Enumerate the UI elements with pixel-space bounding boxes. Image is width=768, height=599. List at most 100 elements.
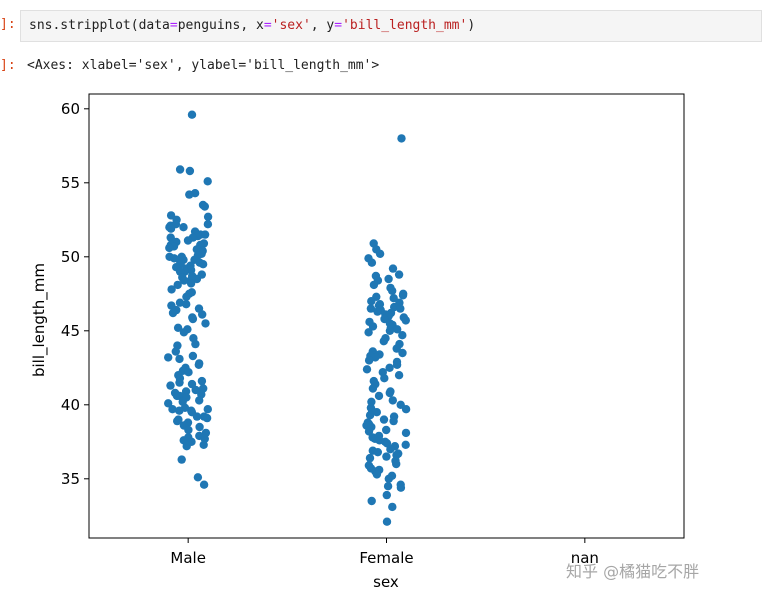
data-point bbox=[388, 286, 397, 295]
code-x-string: 'sex' bbox=[271, 18, 311, 33]
data-point bbox=[368, 384, 378, 393]
data-point bbox=[365, 453, 375, 463]
data-point bbox=[165, 243, 174, 253]
data-point bbox=[181, 387, 191, 396]
data-point bbox=[388, 502, 397, 512]
data-point bbox=[168, 308, 178, 318]
data-point bbox=[392, 360, 402, 369]
y-tick-label: 35 bbox=[61, 470, 80, 488]
code-sep: , y bbox=[310, 18, 335, 33]
code-eq-data: = bbox=[169, 18, 178, 33]
code-eq-x: = bbox=[263, 18, 272, 33]
data-point bbox=[367, 297, 376, 306]
data-point bbox=[166, 381, 175, 390]
code-line: sns.stripplot(data=penguins, x='sex', y=… bbox=[29, 18, 475, 33]
data-point bbox=[396, 304, 405, 313]
code-data-var: penguins, x bbox=[177, 18, 264, 33]
data-point bbox=[374, 391, 384, 401]
data-point bbox=[379, 337, 388, 346]
data-point bbox=[384, 274, 393, 284]
data-point bbox=[179, 328, 189, 337]
y-tick-label: 50 bbox=[61, 248, 80, 266]
data-point bbox=[184, 425, 193, 435]
data-point bbox=[385, 326, 395, 335]
y-tick-label: 40 bbox=[61, 396, 80, 414]
data-point bbox=[366, 304, 376, 313]
data-point bbox=[401, 440, 410, 449]
data-point bbox=[367, 258, 377, 267]
data-point bbox=[192, 412, 202, 421]
data-point bbox=[202, 413, 212, 423]
data-point bbox=[198, 310, 207, 319]
code-cell[interactable]: sns.stripplot(data=penguins, x='sex', y=… bbox=[20, 10, 762, 42]
data-point bbox=[173, 323, 183, 332]
data-point bbox=[394, 270, 404, 279]
data-point bbox=[182, 442, 191, 451]
data-point bbox=[373, 307, 382, 316]
data-point bbox=[164, 353, 173, 362]
data-point bbox=[362, 365, 372, 374]
watermark-text: 知乎 @橘猫吃不胖 bbox=[566, 562, 700, 581]
data-point bbox=[195, 396, 204, 405]
data-point bbox=[384, 474, 393, 483]
data-point bbox=[382, 490, 391, 500]
data-point bbox=[385, 363, 394, 372]
code-y-string: 'bill_length_mm' bbox=[342, 18, 468, 33]
data-point bbox=[203, 220, 213, 229]
data-point bbox=[386, 445, 395, 454]
data-point bbox=[392, 459, 401, 469]
data-point bbox=[397, 134, 406, 143]
data-point bbox=[388, 396, 397, 405]
data-point bbox=[167, 285, 176, 294]
data-point bbox=[392, 344, 401, 353]
data-point bbox=[194, 360, 203, 369]
data-point bbox=[365, 411, 375, 420]
data-point bbox=[388, 264, 398, 273]
data-point bbox=[368, 322, 378, 331]
data-point bbox=[385, 388, 394, 398]
data-point bbox=[175, 406, 184, 415]
data-point bbox=[382, 425, 391, 435]
x-tick-label: Female bbox=[359, 549, 413, 567]
data-point bbox=[394, 371, 404, 380]
data-point bbox=[369, 280, 379, 290]
data-point bbox=[179, 223, 188, 232]
data-point bbox=[393, 325, 402, 334]
data-point bbox=[191, 339, 200, 349]
data-point bbox=[188, 314, 198, 324]
data-point bbox=[185, 190, 194, 199]
data-point bbox=[198, 260, 208, 269]
x-ticks: Male Female nan bbox=[170, 538, 599, 567]
data-point bbox=[372, 408, 381, 417]
data-point bbox=[372, 470, 382, 479]
data-point bbox=[203, 405, 212, 414]
data-point bbox=[364, 356, 374, 365]
data-point bbox=[201, 319, 210, 328]
data-point bbox=[197, 376, 207, 386]
data-point bbox=[396, 483, 406, 492]
data-point bbox=[199, 440, 208, 449]
data-point bbox=[383, 482, 393, 491]
data-point bbox=[199, 480, 209, 489]
data-point bbox=[203, 212, 213, 221]
data-point bbox=[367, 496, 376, 506]
data-point bbox=[375, 249, 385, 258]
data-point bbox=[172, 391, 182, 401]
output-text: <Axes: xlabel='sex', ylabel='bill_length… bbox=[27, 58, 380, 73]
data-point bbox=[398, 331, 407, 340]
data-point bbox=[175, 165, 185, 174]
data-point bbox=[373, 448, 382, 457]
data-point bbox=[389, 294, 398, 303]
data-point bbox=[187, 110, 197, 119]
data-point bbox=[193, 473, 203, 482]
y-tick-label: 60 bbox=[61, 100, 80, 118]
data-point bbox=[183, 236, 193, 245]
code-args-open: (data bbox=[130, 18, 170, 33]
data-point bbox=[179, 276, 189, 285]
data-point bbox=[188, 351, 198, 361]
data-point bbox=[177, 455, 186, 464]
data-point bbox=[166, 224, 176, 233]
data-point bbox=[382, 517, 392, 526]
data-point bbox=[398, 291, 408, 300]
y-tick-label: 55 bbox=[61, 174, 80, 192]
